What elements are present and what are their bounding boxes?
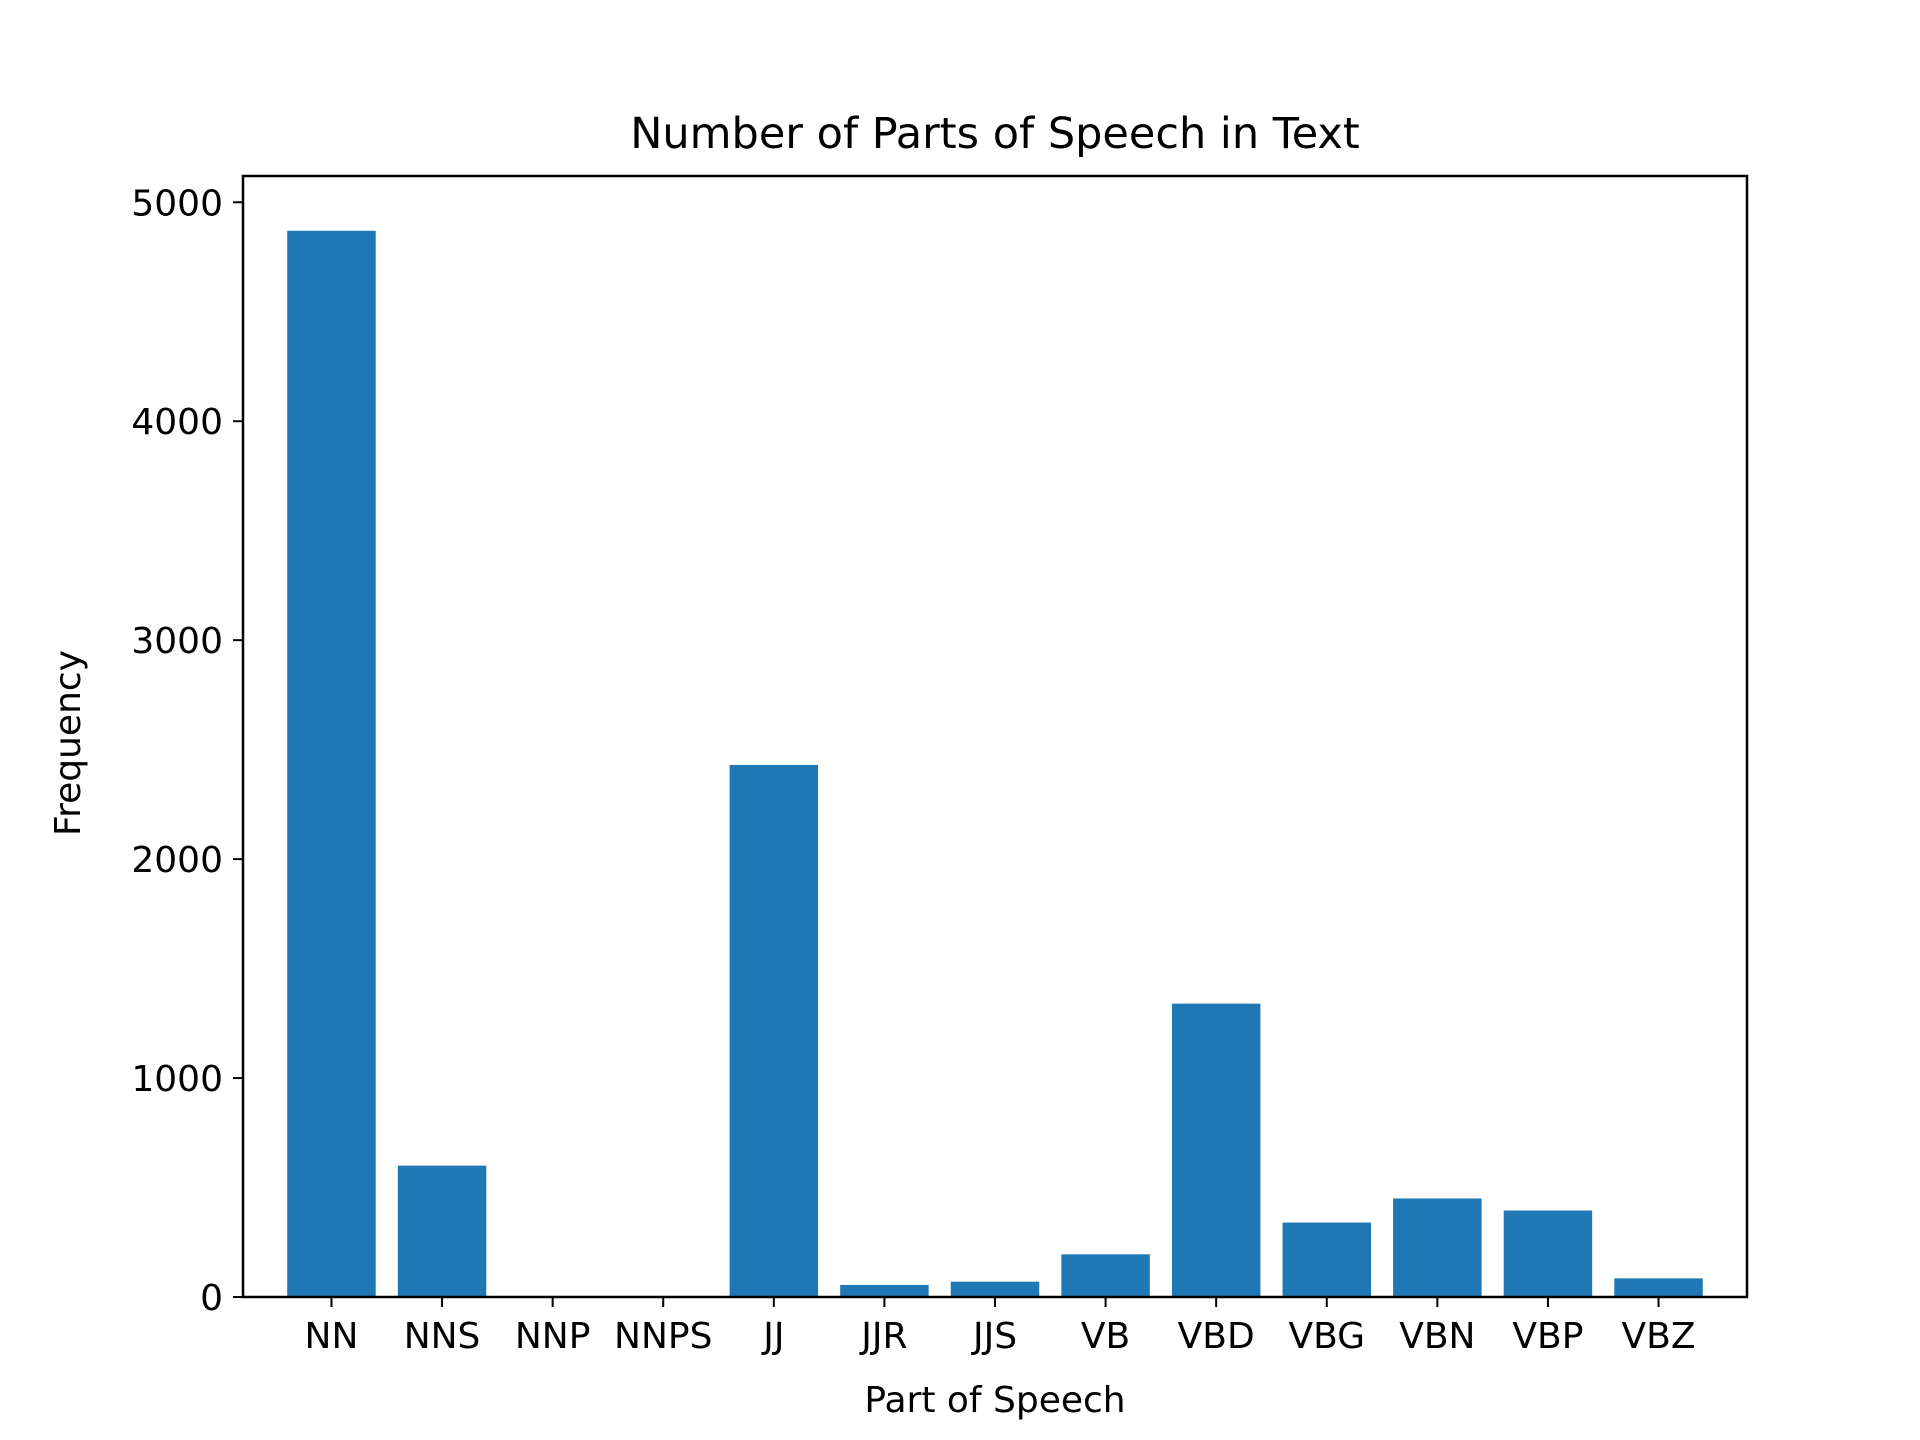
bar-vbd [1171, 1003, 1261, 1297]
bar-nns [397, 1165, 487, 1297]
bar-vbn [1393, 1198, 1482, 1297]
bar-vb [1061, 1254, 1150, 1297]
x-tick-label: NN [305, 1316, 359, 1357]
x-tick-label: VBN [1399, 1316, 1475, 1357]
y-axis-ticks: 0 1000 2000 3000 4000 5000 [131, 183, 243, 1319]
x-tick-label: NNPS [614, 1316, 712, 1357]
x-tick-label: NNP [515, 1316, 591, 1357]
x-tick-label: VBG [1288, 1316, 1365, 1357]
y-tick-label: 0 [200, 1278, 223, 1319]
y-tick-label: 2000 [131, 840, 223, 881]
bar-jj [729, 764, 819, 1297]
chart-title: Number of Parts of Speech in Text [630, 109, 1360, 159]
y-axis-label: Frequency [48, 650, 89, 836]
y-tick-label: 1000 [131, 1059, 223, 1100]
x-tick-label: JJS [971, 1316, 1017, 1357]
x-tick-label: VBP [1512, 1316, 1583, 1357]
bar-jjr [840, 1284, 929, 1297]
x-tick-label: NNS [404, 1316, 481, 1357]
y-tick-label: 5000 [131, 183, 223, 224]
bar-nn [287, 230, 376, 1297]
x-tick-label: JJR [859, 1316, 907, 1357]
bar-vbp [1503, 1210, 1593, 1297]
y-tick-label: 4000 [131, 402, 223, 443]
x-tick-label: VB [1081, 1316, 1130, 1357]
x-tick-label: VBD [1178, 1316, 1255, 1357]
x-axis-label: Part of Speech [864, 1380, 1125, 1421]
x-tick-label: VBZ [1622, 1316, 1696, 1357]
bars-group [287, 230, 1703, 1297]
x-tick-label: JJ [761, 1316, 784, 1357]
bar-vbg [1282, 1222, 1371, 1297]
y-tick-label: 3000 [131, 621, 223, 662]
bar-vbz [1614, 1278, 1703, 1297]
plot-area-frame [241, 174, 1749, 1299]
bar-jjs [950, 1281, 1040, 1297]
x-axis-ticks: NN NNS NNP NNPS JJ JJR JJS VB VBD VBG VBN VBP VBZ [305, 1297, 1696, 1357]
